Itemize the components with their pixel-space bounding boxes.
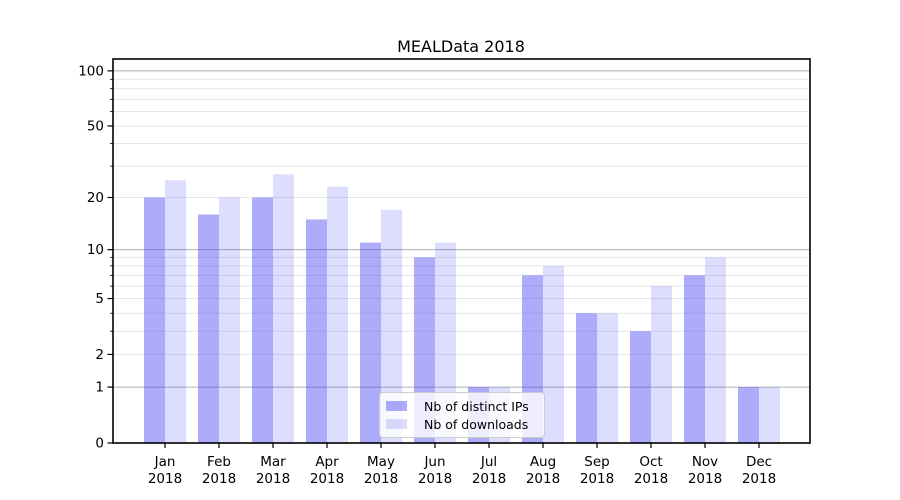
bar-downloads-sep	[597, 313, 618, 443]
x-tick-label-apr: Apr 2018	[310, 454, 344, 487]
y-tick-label: 100	[78, 63, 104, 79]
axis-frame	[112, 58, 811, 444]
y-tick-label: 2	[95, 347, 104, 363]
x-tick-label-nov: Nov 2018	[688, 454, 722, 487]
legend-swatch-downloads	[386, 419, 407, 429]
bar-downloads-oct	[651, 286, 672, 443]
x-tick-label-feb: Feb 2018	[202, 454, 236, 487]
bar-downloads-aug	[543, 265, 564, 443]
bar-distinct-ips-jan	[144, 197, 165, 443]
x-tick-label-jan: Jan 2018	[148, 454, 182, 487]
bar-downloads-dec	[759, 387, 780, 443]
legend: Nb of distinct IPs Nb of downloads	[379, 392, 545, 438]
y-tick-label: 5	[95, 291, 104, 307]
legend-label-distinct-ips: Nb of distinct IPs	[424, 398, 529, 414]
bar-distinct-ips-dec	[738, 387, 759, 443]
x-tick-label-dec: Dec 2018	[742, 454, 776, 487]
bar-distinct-ips-apr	[306, 219, 327, 443]
gridline-layer	[113, 70, 810, 388]
legend-item-downloads: Nb of downloads	[386, 416, 536, 432]
x-tick-label-may: May 2018	[364, 454, 398, 487]
bar-downloads-jan	[165, 180, 186, 443]
y-tick-label: 10	[87, 242, 104, 258]
x-tick-label-aug: Aug 2018	[526, 454, 560, 487]
y-tick-label: 20	[87, 190, 104, 206]
bar-downloads-apr	[327, 186, 348, 444]
bar-distinct-ips-nov	[684, 275, 705, 443]
x-tick-label-oct: Oct 2018	[634, 454, 668, 487]
x-tick-label-mar: Mar 2018	[256, 454, 290, 487]
y-tick-label: 50	[87, 118, 104, 134]
bar-distinct-ips-oct	[630, 331, 651, 443]
bar-downloads-feb	[219, 197, 240, 443]
x-tick-label-jul: Jul 2018	[472, 454, 506, 487]
x-tick-label-sep: Sep 2018	[580, 454, 614, 487]
y-tick-label: 1	[95, 380, 104, 396]
bar-distinct-ips-feb	[198, 214, 219, 443]
bar-distinct-ips-mar	[252, 197, 273, 443]
legend-swatch-distinct-ips	[386, 401, 407, 411]
legend-label-downloads: Nb of downloads	[424, 416, 529, 432]
bar-distinct-ips-sep	[576, 313, 597, 443]
bar-downloads-mar	[273, 174, 294, 443]
chart-title: MEALData 2018	[397, 37, 525, 56]
x-tick-label-jun: Jun 2018	[418, 454, 452, 487]
bar-downloads-nov	[705, 257, 726, 443]
bar-distinct-ips-may	[360, 242, 381, 443]
y-tick-label: 0	[95, 436, 104, 452]
bar-downloads-may	[381, 209, 402, 443]
legend-item-distinct-ips: Nb of distinct IPs	[386, 398, 536, 414]
